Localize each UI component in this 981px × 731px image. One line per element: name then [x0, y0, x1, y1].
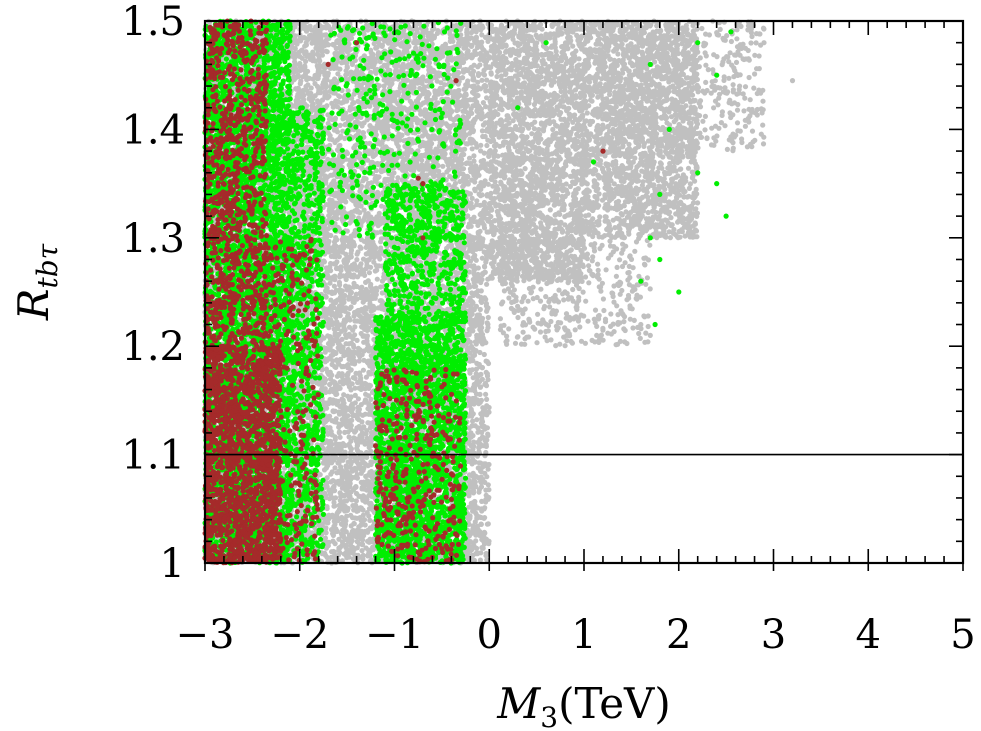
scatter-point	[295, 85, 301, 91]
scatter-point	[303, 83, 309, 90]
scatter-point	[292, 59, 298, 65]
scatter-point	[303, 58, 309, 64]
scatter-point	[292, 75, 298, 81]
scatter-point	[297, 67, 303, 74]
scatter-point	[298, 78, 304, 84]
scatter-point	[297, 60, 303, 67]
scatter-point	[292, 36, 298, 43]
scatter-point	[292, 46, 298, 52]
scatter-point	[301, 97, 307, 103]
scatter-point	[303, 42, 309, 48]
scatter-point	[296, 91, 302, 97]
scatter-point	[290, 364, 296, 370]
scatter-point	[301, 21, 307, 27]
scatter-point	[305, 68, 311, 74]
scatter-point	[294, 41, 300, 47]
scatter-point	[290, 52, 296, 58]
scatter-point	[298, 48, 304, 54]
scatter-point	[303, 28, 310, 34]
scatter-point	[295, 97, 301, 103]
scatter-point	[295, 207, 301, 213]
scatter-points-layer	[202, 18, 796, 566]
